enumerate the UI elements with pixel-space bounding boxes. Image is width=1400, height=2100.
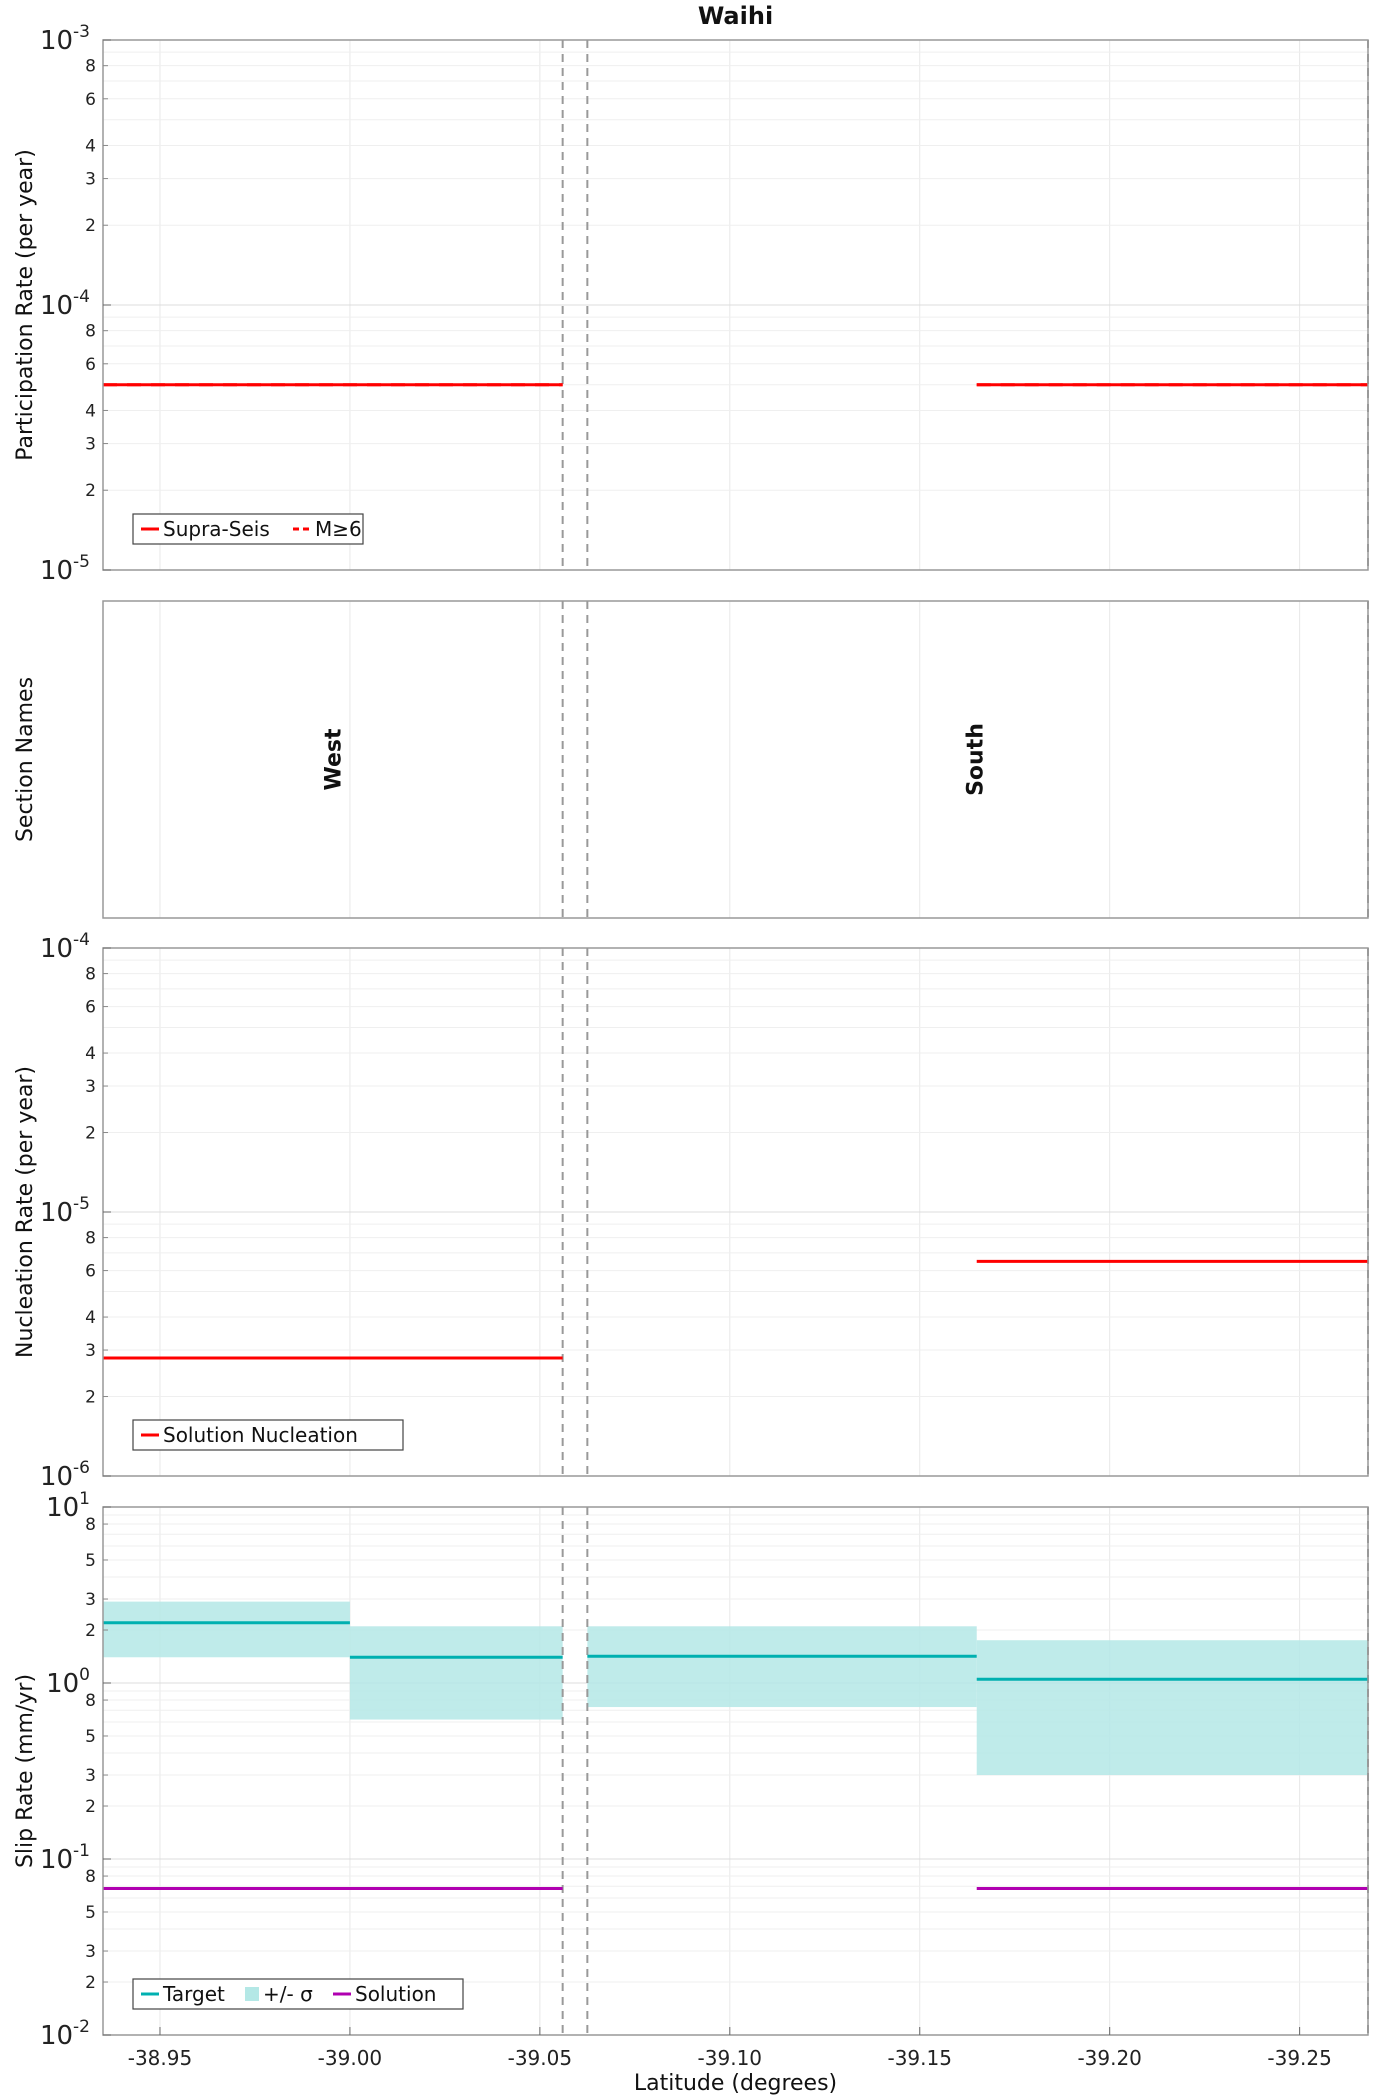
y-minor-label: 3 bbox=[85, 1077, 96, 1097]
y-decade-label: 10-5 bbox=[40, 552, 90, 586]
y-minor-label: 5 bbox=[85, 1727, 96, 1747]
x-tick-label: -39.15 bbox=[887, 2046, 951, 2070]
y-decade-label: 10-2 bbox=[40, 2017, 90, 2051]
y-minor-label: 3 bbox=[85, 1766, 96, 1786]
legend: Supra-Seis M≥6 bbox=[132, 513, 364, 545]
y-minor-label: 6 bbox=[85, 90, 96, 110]
x-tick-label: -38.95 bbox=[128, 2046, 192, 2070]
y-minor-label: 6 bbox=[85, 998, 96, 1018]
y-decade-label: 100 bbox=[46, 1665, 90, 1699]
y-minor-label: 6 bbox=[85, 355, 96, 375]
panel-frame bbox=[102, 600, 1369, 919]
y-axis-label: Slip Rate (mm/yr) bbox=[13, 1674, 38, 1868]
section-name-south: South bbox=[964, 723, 989, 796]
y-minor-label: 3 bbox=[85, 1942, 96, 1962]
y-minor-label: 2 bbox=[85, 1124, 96, 1144]
legend-label: Solution bbox=[355, 1982, 436, 2006]
x-tick-label: -39.25 bbox=[1267, 2046, 1331, 2070]
panel-3: Nucleation Rate (per year) 10-4 10-5 10-6 8 6… bbox=[13, 930, 1369, 1492]
y-minor-label: 5 bbox=[85, 1903, 96, 1923]
y-minor-label: 8 bbox=[85, 965, 96, 985]
y-minor-label: 2 bbox=[85, 1621, 96, 1641]
y-decade-label: 10-3 bbox=[40, 22, 90, 56]
sigma-band bbox=[103, 1601, 350, 1658]
y-minor-label: 8 bbox=[85, 1229, 96, 1249]
x-tick-label: -39.05 bbox=[508, 2046, 572, 2070]
y-minor-label: 2 bbox=[85, 1797, 96, 1817]
y-minor-label: 2 bbox=[85, 481, 96, 501]
legend-label: Solution Nucleation bbox=[163, 1423, 358, 1447]
y-minor-label: 3 bbox=[85, 1590, 96, 1610]
y-minor-label: 3 bbox=[85, 435, 96, 455]
legend: Target +/- σ Solution bbox=[132, 1978, 464, 2010]
y-minor-label: 4 bbox=[85, 136, 96, 156]
y-minor-label: 8 bbox=[85, 1867, 96, 1887]
legend-box bbox=[132, 513, 364, 545]
y-minor-label: 5 bbox=[85, 1551, 96, 1571]
legend: Solution Nucleation bbox=[132, 1419, 404, 1451]
x-tick-label: -39.10 bbox=[698, 2046, 762, 2070]
legend-box bbox=[132, 1419, 404, 1451]
y-minor-label: 6 bbox=[85, 1262, 96, 1282]
x-axis-label: Latitude (degrees) bbox=[634, 2071, 837, 2096]
y-decade-label: 10-4 bbox=[40, 287, 90, 321]
x-tick-label: -39.20 bbox=[1077, 2046, 1141, 2070]
panel-2: West South Section Names bbox=[13, 600, 1369, 919]
y-minor-label: 4 bbox=[85, 1308, 96, 1328]
y-minor-label: 8 bbox=[85, 1515, 96, 1535]
y-decade-label: 101 bbox=[46, 1489, 90, 1523]
legend-swatch bbox=[245, 1987, 259, 2001]
y-axis-label: Participation Rate (per year) bbox=[13, 149, 38, 461]
panel-1: Participation Rate (per year) 10-3 10-4 10-… bbox=[13, 22, 1369, 586]
y-minor-label: 3 bbox=[85, 170, 96, 190]
sigma-band bbox=[587, 1626, 977, 1708]
y-minor-label: 3 bbox=[85, 1341, 96, 1361]
x-tick-label: -39.00 bbox=[318, 2046, 382, 2070]
legend-label: M≥6 bbox=[315, 517, 362, 541]
chart-title: Waihi bbox=[698, 2, 773, 30]
legend-label: +/- σ bbox=[263, 1982, 313, 2006]
y-minor-label: 8 bbox=[85, 57, 96, 77]
legend-label: Supra-Seis bbox=[163, 517, 270, 541]
y-minor-label: 8 bbox=[85, 322, 96, 342]
y-minor-label: 4 bbox=[85, 401, 96, 421]
y-minor-label: 2 bbox=[85, 216, 96, 236]
panel-frame bbox=[102, 1506, 1369, 2036]
y-decade-label: 10-4 bbox=[40, 930, 90, 964]
y-axis-label: Nucleation Rate (per year) bbox=[13, 1066, 38, 1358]
y-minor-label: 2 bbox=[85, 1388, 96, 1408]
y-decade-label: 10-1 bbox=[40, 1841, 90, 1875]
y-axis-label: Section Names bbox=[13, 677, 38, 842]
sigma-band bbox=[349, 1626, 563, 1720]
y-minor-label: 4 bbox=[85, 1044, 96, 1064]
y-decade-label: 10-5 bbox=[40, 1194, 90, 1228]
panel-4: Slip Rate (mm/yr) 101 100 10-1 10-2 8 5 3 2 8 5 3 2 8… bbox=[13, 1489, 1369, 2051]
y-minor-label: 2 bbox=[85, 1973, 96, 1993]
legend-label: Target bbox=[162, 1982, 225, 2006]
sigma-band bbox=[976, 1640, 1368, 1776]
y-minor-label: 8 bbox=[85, 1691, 96, 1711]
section-name-west: West bbox=[322, 728, 347, 790]
y-decade-label: 10-6 bbox=[40, 1458, 90, 1492]
legend-box bbox=[132, 1978, 464, 2010]
